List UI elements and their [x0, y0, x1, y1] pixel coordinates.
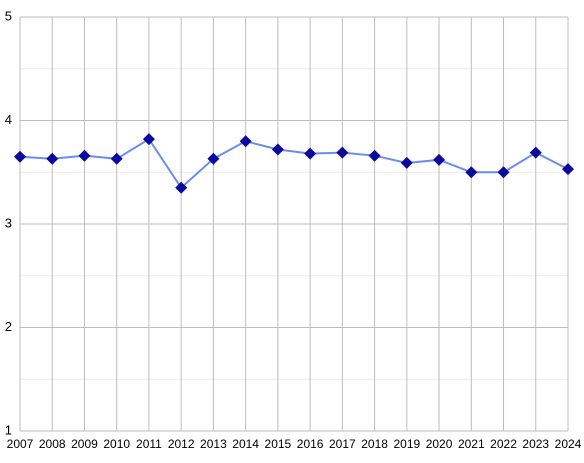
marker — [336, 146, 349, 159]
x-tick-label: 2017 — [329, 437, 356, 451]
x-tick-label: 2012 — [168, 437, 195, 451]
marker — [497, 166, 510, 179]
x-tick-label: 2011 — [136, 437, 162, 451]
marker — [239, 135, 252, 148]
x-tick-label: 2013 — [200, 437, 227, 451]
marker — [175, 181, 188, 194]
marker — [368, 149, 381, 162]
marker — [562, 163, 574, 176]
x-tick-label: 2023 — [522, 437, 549, 451]
marker — [400, 156, 413, 169]
marker — [304, 147, 317, 160]
series-line — [19, 137, 569, 190]
x-tick-label: 2020 — [426, 437, 453, 451]
marker — [110, 152, 123, 165]
marker — [433, 153, 446, 166]
x-tick-label: 2007 — [7, 437, 34, 451]
marker — [271, 143, 284, 156]
x-tick-label: 2010 — [103, 437, 130, 451]
y-tick-label: 4 — [5, 112, 12, 127]
x-tick-label: 2018 — [361, 437, 388, 451]
y-tick-label: 2 — [5, 319, 12, 334]
x-tick-label: 2008 — [39, 437, 66, 451]
marker — [207, 152, 220, 165]
x-tick-label: 2016 — [297, 437, 324, 451]
x-tick-label: 2022 — [490, 437, 517, 451]
marker — [14, 150, 26, 163]
y-tick-label: 1 — [5, 422, 12, 437]
x-tick-label: 2019 — [393, 437, 420, 451]
marker — [46, 152, 59, 165]
x-tick-label: 2009 — [71, 437, 98, 451]
x-tick-label: 2015 — [265, 437, 292, 451]
y-tick-label: 3 — [5, 215, 12, 230]
marker — [142, 133, 155, 146]
marker — [529, 146, 542, 159]
x-tick-label: 2024 — [555, 437, 582, 451]
marker — [465, 166, 478, 179]
y-tick-label: 5 — [5, 8, 12, 23]
x-tick-label: 2014 — [232, 437, 259, 451]
marker — [78, 149, 91, 162]
x-tick-label: 2021 — [458, 437, 485, 451]
